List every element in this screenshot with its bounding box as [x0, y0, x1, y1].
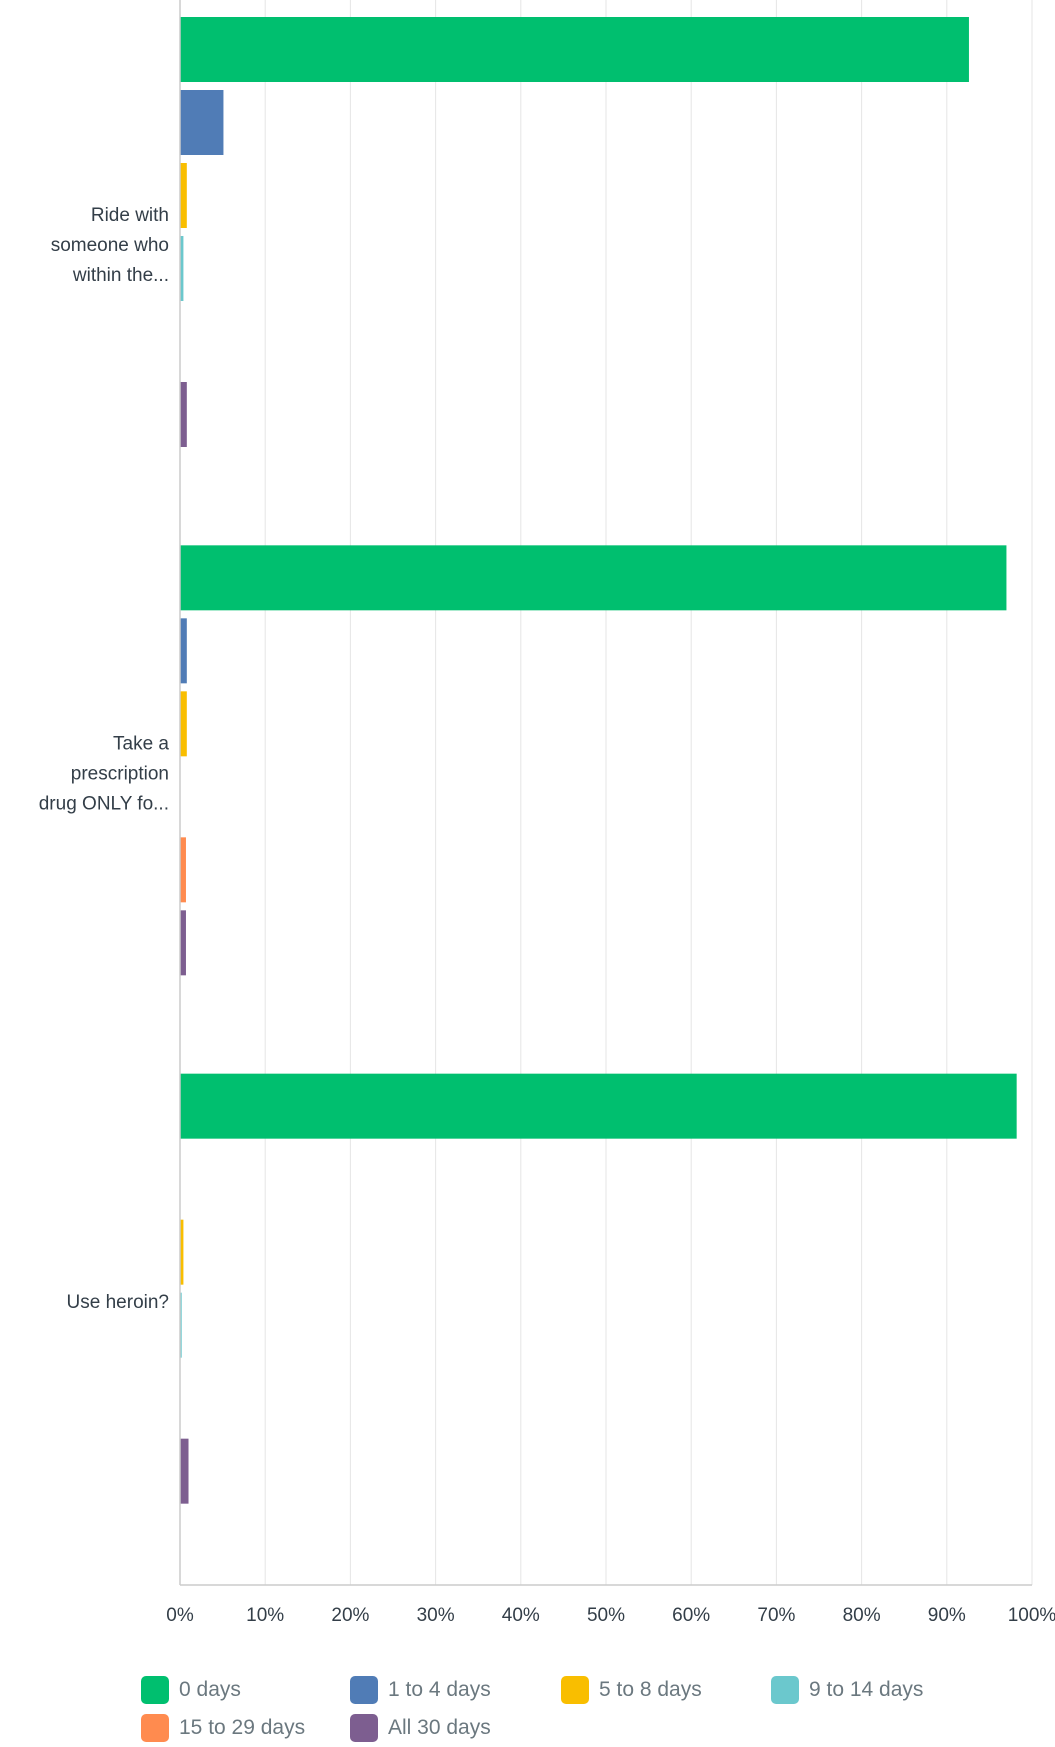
bar	[180, 1292, 182, 1358]
legend-item: 9 to 14 days	[771, 1675, 923, 1705]
legend-item: 0 days	[141, 1675, 241, 1705]
gridlines	[264, 0, 1033, 1585]
x-tick-label: 50%	[587, 1605, 625, 1626]
x-tick-label: 80%	[843, 1605, 881, 1626]
labels: 0% 10% 20% 30% 40% 50% 60% 70% 80% 90% 100% Ride wi…	[39, 205, 1055, 1626]
bar	[180, 17, 969, 82]
legend-label: 0 days	[179, 1678, 241, 1701]
category-label: Use heroin?	[67, 1292, 169, 1313]
legend-swatch	[141, 1676, 169, 1704]
x-tick-label: 100%	[1008, 1605, 1055, 1626]
legend-item: 1 to 4 days	[350, 1675, 491, 1705]
legend-item: All 30 days	[350, 1713, 491, 1743]
bar	[180, 382, 187, 447]
category-label: drug ONLY fo...	[39, 794, 169, 815]
category-label: within the...	[72, 265, 169, 286]
legend-swatch	[771, 1676, 799, 1704]
category-label: someone who	[51, 235, 169, 256]
bars	[180, 17, 1017, 1504]
x-tick-label: 20%	[331, 1605, 369, 1626]
bar	[180, 1073, 1017, 1139]
legend-label: 1 to 4 days	[388, 1678, 491, 1701]
bar	[180, 236, 184, 301]
axes	[179, 0, 1032, 1586]
category-label: prescription	[71, 764, 169, 785]
legend-label: All 30 days	[388, 1716, 491, 1739]
bar	[180, 837, 186, 903]
legend-swatch	[561, 1676, 589, 1704]
bar	[180, 1438, 189, 1504]
bar-chart: 0% 10% 20% 30% 40% 50% 60% 70% 80% 90% 100% Ride wi…	[39, 0, 1055, 1626]
legend-label: 9 to 14 days	[809, 1678, 924, 1701]
bar	[180, 163, 187, 228]
bar	[180, 691, 187, 757]
legend-label: 5 to 8 days	[599, 1678, 702, 1701]
legend-item: 5 to 8 days	[561, 1675, 702, 1705]
legend-swatch	[141, 1714, 169, 1742]
x-tick-label: 90%	[928, 1605, 966, 1626]
bar	[180, 90, 224, 155]
legend-swatch	[350, 1714, 378, 1742]
x-tick-label: 10%	[246, 1605, 284, 1626]
bar	[180, 910, 186, 976]
x-tick-label: 60%	[672, 1605, 710, 1626]
x-tick-label: 40%	[502, 1605, 540, 1626]
category-label: Take a	[113, 734, 169, 755]
x-tick-label: 0%	[166, 1605, 194, 1626]
bar	[180, 1219, 184, 1285]
bar	[180, 545, 1007, 611]
legend-item: 15 to 29 days	[141, 1713, 305, 1743]
x-tick-label: 70%	[757, 1605, 795, 1626]
x-tick-label: 30%	[417, 1605, 455, 1626]
category-label: Ride with	[91, 205, 169, 226]
legend-label: 15 to 29 days	[179, 1716, 306, 1739]
bar	[180, 618, 187, 684]
legend-swatch	[350, 1676, 378, 1704]
